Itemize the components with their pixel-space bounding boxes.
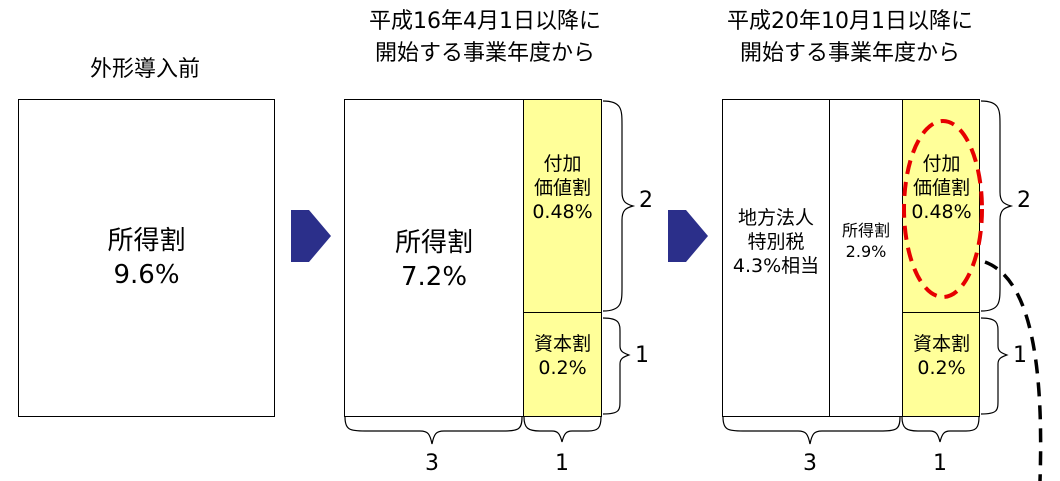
capital-levy-label: 資本割 0.2% [912,333,970,379]
brace-label: 1 [635,343,649,368]
added-value-levy-box [523,99,602,313]
capital-levy-label: 資本割 0.2% [533,333,591,379]
brace-capital [980,317,1009,415]
brace-label: 2 [639,188,653,213]
brace-added-value [602,100,636,312]
capital-levy-box [902,312,980,417]
income-levy-label: 所得割 7.2% [394,228,473,292]
brace-added-value [980,100,1014,312]
column-2-title: 平成16年4月1日以降に 開始する事業年度から [369,9,601,66]
added-value-levy-label: 付加 価値割 0.48% [911,153,972,223]
income-levy-box [18,99,275,417]
brace-label: 1 [933,451,947,476]
brace-label: 3 [803,451,817,476]
added-value-levy-label: 付加 価値割 0.48% [532,153,593,223]
brace-bottom-left [722,416,901,445]
brace-bottom-left [344,416,523,445]
brace-label: 1 [1013,343,1027,368]
arrow-right-icon [668,210,708,262]
capital-levy-box [523,312,602,417]
brace-bottom-right [523,416,602,443]
column-3-title: 平成20年10月1日以降に 開始する事業年度から [727,9,973,66]
brace-label: 2 [1017,188,1031,213]
arrow-right-icon [291,210,331,262]
income-levy-label: 所得割 2.9% [841,221,890,261]
brace-bottom-right [901,416,980,443]
local-corporate-special-tax-label: 地方法人 特別税 4.3%相当 [732,207,820,277]
brace-label: 1 [555,451,569,476]
local-corporate-special-tax-box [722,99,830,417]
income-levy-label: 所得割 9.6% [107,226,186,290]
column-1-title: 外形導入前 [89,57,200,82]
brace-capital [602,317,631,415]
brace-label: 3 [425,451,439,476]
